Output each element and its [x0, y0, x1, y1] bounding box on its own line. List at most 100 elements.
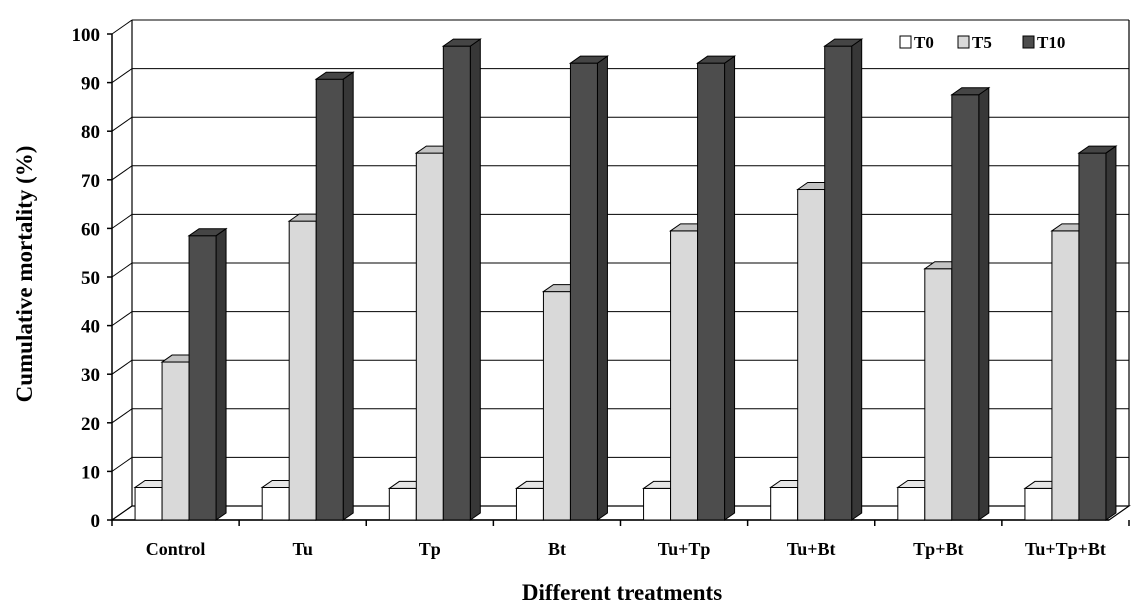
bar-top: [823, 38, 864, 47]
x-tick-label: Tu: [293, 539, 313, 559]
y-tick-label: 20: [81, 414, 100, 435]
y-tick-label: 40: [81, 317, 100, 338]
y-tick-label: 0: [91, 511, 101, 532]
bar-top: [1077, 145, 1118, 154]
bar: [314, 71, 355, 521]
y-tick-label: 30: [81, 365, 100, 386]
gridline-side: [111, 311, 133, 327]
legend-swatch: [1022, 35, 1035, 49]
bar-side: [851, 38, 863, 521]
bar-group: [641, 55, 737, 521]
gridline-side: [111, 262, 133, 278]
legend-label: T10: [1037, 33, 1065, 52]
gridline-side: [111, 213, 133, 229]
gridline-side: [111, 68, 133, 84]
bar-group: [769, 38, 864, 521]
x-tick-label: Tu+Tp: [658, 539, 711, 559]
bar-front: [415, 152, 444, 521]
bar-group: [260, 71, 355, 521]
bar: [1077, 145, 1118, 521]
bar-front: [261, 486, 290, 521]
bar-side: [596, 55, 608, 521]
x-tick-label: Tu+Bt: [787, 539, 836, 559]
bar: [187, 227, 228, 521]
bar-side: [215, 227, 227, 521]
y-tick-label: 70: [81, 171, 100, 192]
y-tick-label: 100: [72, 25, 101, 46]
bar: [823, 38, 864, 521]
legend-item: T0: [899, 33, 934, 52]
bar-top: [314, 71, 355, 80]
bar-front: [670, 230, 699, 521]
y-tick-label: 60: [81, 219, 100, 240]
bar: [950, 86, 991, 521]
gridline-side: [111, 408, 133, 424]
bar-front: [161, 361, 190, 521]
x-tick-label: Tu+Tp+Bt: [1025, 539, 1106, 559]
legend-swatch: [957, 35, 970, 49]
x-axis-title: Different treatments: [522, 580, 722, 605]
bar-front: [388, 487, 417, 521]
bar-front: [797, 189, 826, 521]
bar-top: [187, 228, 228, 237]
legend: T0 T5 T10: [899, 33, 1065, 52]
y-tick-label: 90: [81, 74, 100, 95]
y-tick-label: 10: [81, 462, 100, 483]
y-tick-label: 80: [81, 122, 100, 143]
y-tick-label: 50: [81, 268, 100, 289]
bar-front: [897, 486, 926, 521]
bar-front: [442, 45, 471, 521]
bar-front: [924, 268, 953, 521]
bar-front: [569, 62, 598, 521]
bar-side: [469, 38, 481, 521]
gridline-side: [111, 456, 133, 472]
bar-top: [441, 38, 482, 47]
bar-front: [770, 486, 799, 521]
bar-front: [288, 220, 317, 521]
bar-front: [697, 62, 726, 521]
legend-label: T5: [972, 33, 992, 52]
gridline-side: [111, 19, 133, 35]
bar-front: [643, 487, 672, 521]
gridline-side: [111, 359, 133, 375]
bar-front: [1051, 230, 1080, 521]
bar-top: [950, 87, 991, 96]
legend-item: T10: [1022, 33, 1065, 52]
legend-item: T5: [957, 33, 992, 52]
x-tick-label: Tp+Bt: [913, 539, 963, 559]
gridline-side: [111, 505, 133, 521]
legend-swatch: [899, 35, 912, 49]
bar-group: [514, 55, 610, 521]
bars: [133, 38, 1118, 521]
bar-group: [387, 38, 482, 521]
x-tick-label: Control: [146, 539, 206, 559]
bar: [441, 38, 482, 521]
legend-label: T0: [914, 33, 934, 52]
bar-group: [133, 227, 228, 521]
gridline-side: [111, 165, 133, 181]
bar-front: [824, 45, 853, 521]
bar-top: [695, 55, 737, 64]
gridline-side: [111, 116, 133, 132]
bar-front: [1024, 487, 1053, 521]
bar-side: [978, 86, 990, 521]
bar: [695, 55, 737, 521]
bar-front: [1078, 152, 1107, 521]
bar-front: [951, 94, 980, 521]
bar-group: [1023, 145, 1118, 521]
bar-front: [542, 291, 571, 521]
bar-side: [1105, 145, 1117, 521]
bar-front: [315, 78, 344, 521]
bar: [568, 55, 610, 521]
y-axis-title: Cumulative mortality (%): [12, 146, 37, 403]
y-axis-ticks: 0 10 20 30 40 50 60 70 80 90 100: [72, 25, 112, 532]
bar-front: [188, 235, 217, 521]
x-tick-label: Tp: [419, 539, 441, 559]
bar-side: [342, 71, 354, 521]
bar-front: [515, 487, 544, 521]
bar-group: [896, 86, 991, 521]
bar-side: [724, 55, 736, 521]
bar-front: [134, 486, 163, 521]
x-tick-label: Bt: [548, 539, 566, 559]
